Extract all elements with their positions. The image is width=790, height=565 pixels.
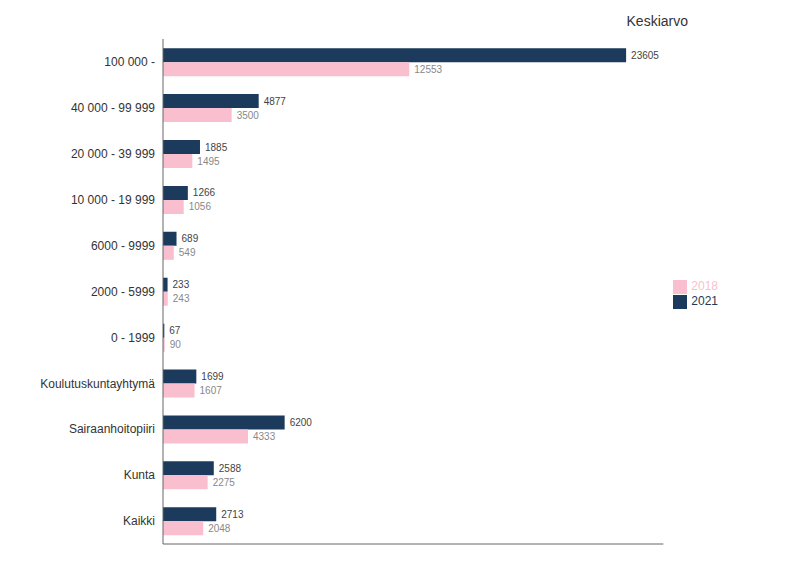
svg-text:549: 549 [179, 247, 196, 258]
svg-text:40 000 - 99 999: 40 000 - 99 999 [71, 101, 155, 115]
svg-text:4333: 4333 [253, 431, 276, 442]
svg-text:0 - 1999: 0 - 1999 [111, 331, 155, 345]
svg-text:23605: 23605 [631, 50, 659, 61]
svg-text:6200: 6200 [290, 417, 313, 428]
svg-text:2275: 2275 [213, 477, 236, 488]
svg-text:1699: 1699 [201, 371, 224, 382]
svg-text:100 000 -: 100 000 - [104, 55, 155, 69]
svg-text:20 000 - 39 999: 20 000 - 39 999 [71, 147, 155, 161]
svg-text:Koulutuskuntayhtymä: Koulutuskuntayhtymä [40, 377, 155, 391]
svg-text:2588: 2588 [219, 463, 242, 474]
svg-text:1885: 1885 [205, 142, 228, 153]
svg-text:3500: 3500 [237, 110, 260, 121]
svg-text:2713: 2713 [221, 509, 244, 520]
svg-text:1266: 1266 [193, 187, 216, 198]
svg-text:1495: 1495 [197, 156, 220, 167]
svg-text:6000 - 9999: 6000 - 9999 [91, 239, 155, 253]
svg-text:Kaikki: Kaikki [123, 514, 155, 528]
svg-text:90: 90 [170, 339, 182, 350]
svg-text:12553: 12553 [414, 64, 442, 75]
svg-text:1056: 1056 [189, 201, 212, 212]
svg-text:Sairaanhoitopiiri: Sairaanhoitopiiri [69, 422, 155, 436]
html-text:Keskiarvo: Keskiarvo [626, 13, 688, 29]
svg-text:243: 243 [173, 293, 190, 304]
html-text:2021: 2021 [691, 294, 718, 308]
svg-text:10 000 - 19 999: 10 000 - 19 999 [71, 193, 155, 207]
svg-text:Kunta: Kunta [124, 468, 156, 482]
svg-text:67: 67 [169, 325, 181, 336]
svg-text:2000 - 5999: 2000 - 5999 [91, 285, 155, 299]
svg-text:689: 689 [182, 233, 199, 244]
svg-text:4877: 4877 [264, 96, 287, 107]
svg-text:1607: 1607 [200, 385, 223, 396]
svg-text:233: 233 [173, 279, 190, 290]
svg-text:2048: 2048 [208, 523, 231, 534]
html-text:2018: 2018 [691, 279, 718, 294]
